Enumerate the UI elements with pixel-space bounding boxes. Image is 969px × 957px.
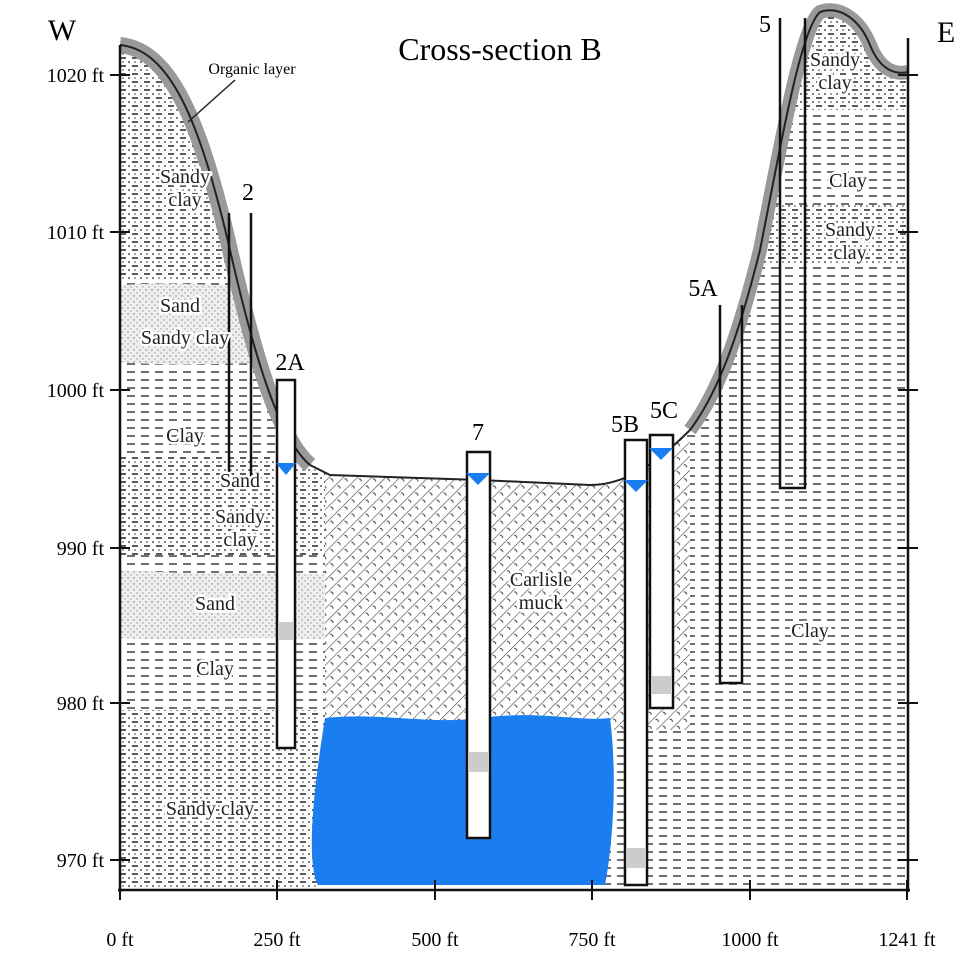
organic-layer-label: Organic layer xyxy=(208,61,296,78)
layer-label: Sandy clay xyxy=(825,219,875,264)
well-label: 2 xyxy=(242,180,254,206)
pointer xyxy=(187,79,236,123)
layer-label: Sand xyxy=(195,593,235,615)
layer-label: Carlisle muck xyxy=(510,569,572,614)
x-tick-label: 1241 ft xyxy=(878,929,936,951)
west-label: W xyxy=(48,14,77,47)
x-tick-label: 0 ft xyxy=(106,929,134,951)
layer-label: Sandy clay xyxy=(215,506,265,551)
layer-label: Clay xyxy=(166,425,204,447)
layer-label: Clay xyxy=(829,170,867,192)
well-label: 7 xyxy=(472,420,484,446)
well-label: 5 xyxy=(759,12,771,38)
well-label: 5B xyxy=(611,412,639,438)
layer-label: Sandy clay xyxy=(810,49,860,94)
y-tick-label: 990 ft xyxy=(57,538,105,560)
well-label: 5A xyxy=(688,276,718,302)
layer-label: Clay xyxy=(791,620,829,642)
east-label: E xyxy=(937,16,955,49)
x-tick-label: 500 ft xyxy=(411,929,459,951)
layer-label: Sandy clay xyxy=(166,798,254,820)
well-label: 2A xyxy=(275,350,305,376)
x-tick-label: 750 ft xyxy=(568,929,616,951)
well-label: 5C xyxy=(650,398,678,424)
layer-label: Sandy clay xyxy=(160,166,210,211)
layer-label: Sand xyxy=(220,470,260,492)
strata xyxy=(120,10,908,890)
title: Cross-section B xyxy=(398,31,602,67)
y-tick-label: 980 ft xyxy=(57,693,105,715)
x-tick-label: 1000 ft xyxy=(721,929,779,951)
layer-label: Sand xyxy=(160,295,200,317)
x-tick-label: 250 ft xyxy=(253,929,301,951)
axes xyxy=(118,38,910,892)
y-tick-label: 1000 ft xyxy=(47,380,105,402)
layer-label: Clay xyxy=(196,658,234,680)
layer-label: Sandy clay xyxy=(141,327,229,349)
wells xyxy=(227,18,807,887)
y-tick-label: 1010 ft xyxy=(47,222,105,244)
y-tick-label: 970 ft xyxy=(57,850,105,872)
y-tick-label: 1020 ft xyxy=(47,65,105,87)
